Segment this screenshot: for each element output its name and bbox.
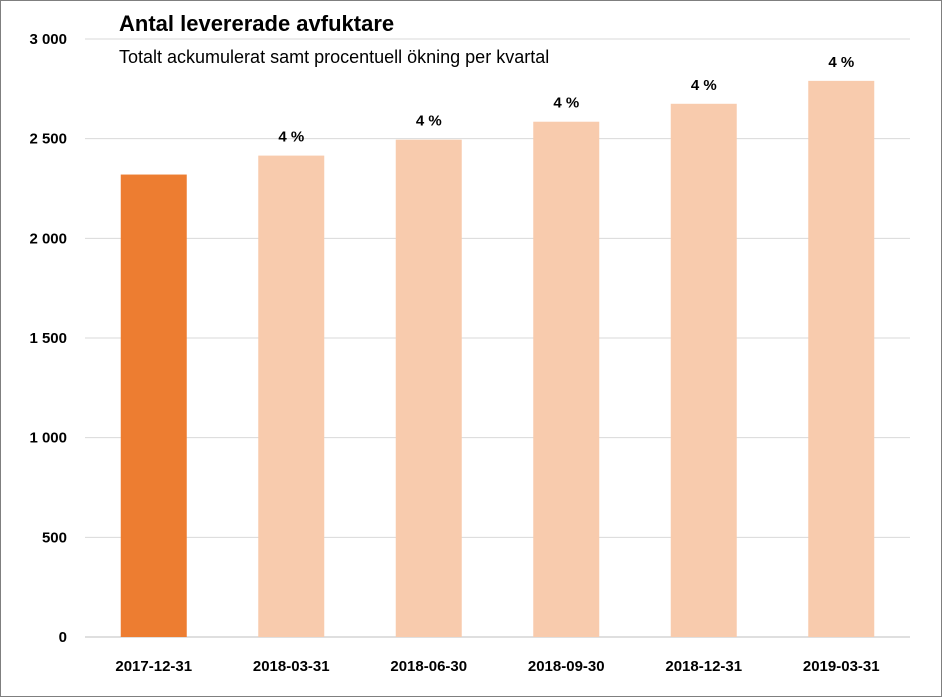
y-tick-label: 2 000 <box>29 230 67 247</box>
y-tick-label: 1 000 <box>29 430 67 447</box>
bar-2017-12-31 <box>120 174 187 637</box>
y-tick-label: 500 <box>42 529 67 546</box>
data-label: 4 % <box>828 54 854 71</box>
chart-title: Antal levererade avfuktare <box>119 11 394 36</box>
bar-2018-12-31 <box>670 103 737 638</box>
data-label: 4 % <box>553 95 579 112</box>
x-tick-label: 2018-12-31 <box>665 658 742 675</box>
y-axis-ticks: 0 500 1 000 1 500 2 000 2 500 3 000 <box>29 31 67 646</box>
bars <box>120 80 875 638</box>
bar-2018-06-30 <box>395 139 462 637</box>
data-label: 4 % <box>278 129 304 146</box>
x-tick-label: 2018-06-30 <box>390 658 467 675</box>
x-tick-label: 2018-03-31 <box>253 658 330 675</box>
bar-2018-09-30 <box>533 121 600 638</box>
data-labels: 4 % 4 % 4 % 4 % 4 % <box>278 54 854 146</box>
data-label: 4 % <box>416 113 442 130</box>
data-label: 4 % <box>691 77 717 94</box>
x-tick-label: 2019-03-31 <box>803 658 880 675</box>
bar-2018-03-31 <box>258 155 325 638</box>
chart-subtitle: Totalt ackumulerat samt procentuell ökni… <box>119 47 549 67</box>
x-tick-label: 2018-09-30 <box>528 658 605 675</box>
bar-2019-03-31 <box>808 80 875 638</box>
x-axis-ticks: 2017-12-31 2018-03-31 2018-06-30 2018-09-30… <box>115 658 879 675</box>
gridlines <box>85 38 910 638</box>
x-tick-label: 2017-12-31 <box>115 658 192 675</box>
y-tick-label: 0 <box>59 629 67 646</box>
y-tick-label: 3 000 <box>29 31 67 48</box>
y-tick-label: 1 500 <box>29 330 67 347</box>
y-tick-label: 2 500 <box>29 131 67 148</box>
